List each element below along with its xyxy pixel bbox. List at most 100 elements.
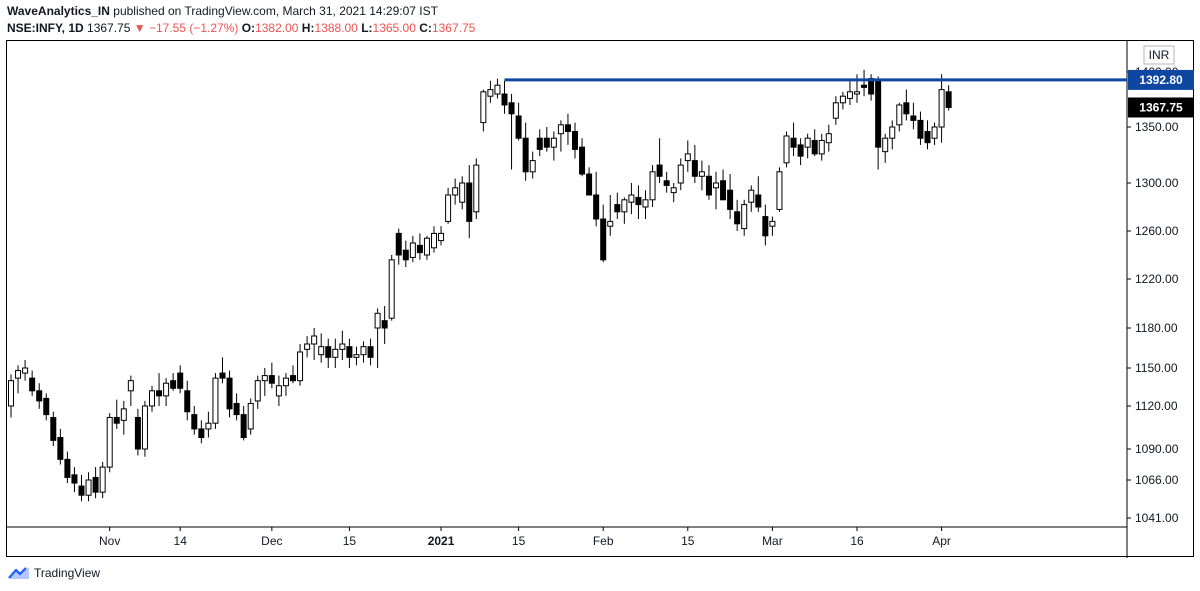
- candle-body: [226, 377, 233, 410]
- candle-body: [713, 182, 719, 189]
- low-value: 1365.00: [372, 21, 416, 35]
- open-value: 1382.00: [255, 21, 299, 35]
- candle-body: [141, 405, 148, 450]
- candle-body: [910, 115, 917, 121]
- x-tick-label: 15: [343, 534, 357, 548]
- candle-body: [268, 375, 275, 384]
- candle-body: [649, 171, 656, 201]
- candle-body: [896, 104, 903, 126]
- candle-body: [282, 377, 289, 387]
- candle-body: [557, 124, 564, 135]
- candle-body: [487, 89, 494, 97]
- candle-body: [43, 397, 50, 416]
- candle-body: [564, 124, 571, 132]
- y-tick-label: 1150.00: [1135, 361, 1178, 375]
- candle-body: [134, 416, 141, 450]
- candle-body: [92, 476, 99, 493]
- candle-body: [466, 182, 473, 222]
- candle-body: [275, 385, 282, 397]
- candle-body: [339, 343, 346, 350]
- candle-body: [261, 375, 268, 382]
- resistance-price-tag: [1128, 69, 1194, 90]
- candle-body: [438, 232, 445, 242]
- candle-body: [416, 244, 423, 254]
- x-tick-label: 16: [850, 534, 864, 548]
- candle-body: [205, 422, 212, 430]
- candle-body: [247, 402, 254, 430]
- candle-body: [635, 196, 642, 206]
- candle-body: [698, 171, 705, 177]
- published-text: published on TradingView.com, March 31, …: [113, 4, 438, 18]
- y-tick-label: 1350.00: [1135, 120, 1179, 134]
- candle-body: [846, 91, 853, 99]
- candle-body: [797, 144, 804, 157]
- candle-body: [861, 84, 868, 88]
- candle-body: [360, 346, 367, 356]
- high-value: 1388.00: [314, 21, 358, 35]
- candle-body: [219, 372, 226, 379]
- candle-body: [536, 137, 543, 150]
- candle-body: [388, 259, 395, 319]
- candle-body: [332, 348, 339, 358]
- candle-body: [691, 160, 698, 177]
- candlestick-chart[interactable]: 1041.00 1066.00 1090.00 1120.00 1150.00 1180.…: [7, 41, 1195, 558]
- candle-body: [875, 80, 882, 148]
- candle-body: [945, 91, 952, 108]
- candle-body: [593, 194, 600, 220]
- close-label: C:: [419, 21, 432, 35]
- candle-body: [212, 377, 219, 424]
- footer-brand: TradingView: [8, 566, 100, 580]
- x-tick-label: 15: [512, 534, 526, 548]
- candle-body: [501, 93, 508, 106]
- y-tick-label: 1066.00: [1135, 473, 1179, 487]
- candle-body: [78, 485, 85, 496]
- candle-body: [402, 249, 409, 261]
- candle-body: [508, 102, 515, 115]
- x-tick-label: 14: [174, 534, 188, 548]
- candle-body: [600, 218, 607, 261]
- candle-body: [670, 187, 677, 194]
- x-tick-label: 2021: [428, 534, 455, 548]
- candle-body: [663, 180, 670, 186]
- candle-body: [727, 189, 734, 210]
- candle-body: [452, 187, 459, 196]
- candle-body: [409, 242, 416, 258]
- candle-body: [882, 137, 889, 153]
- candle-body: [741, 204, 748, 230]
- candle-body: [64, 458, 71, 478]
- candle-body: [621, 199, 628, 213]
- candle-body: [720, 180, 727, 201]
- candle-body: [769, 220, 776, 227]
- chart-frame[interactable]: 1041.00 1066.00 1090.00 1120.00 1150.00 1180.…: [6, 40, 1195, 558]
- candle-body: [804, 137, 811, 148]
- candle-body: [586, 173, 593, 196]
- y-tick-label: 1120.00: [1135, 399, 1178, 413]
- candle-body: [431, 232, 437, 249]
- candle-body: [423, 237, 430, 256]
- candle-body: [297, 351, 304, 382]
- candle-body: [191, 414, 198, 430]
- candle-body: [543, 137, 550, 148]
- candle-body: [790, 137, 797, 148]
- candle-body: [149, 390, 155, 407]
- candle-body: [459, 182, 466, 203]
- publisher-name: WaveAnalytics_IN: [7, 4, 110, 18]
- publish-line: WaveAnalytics_IN published on TradingVie…: [7, 4, 438, 18]
- candle-body: [854, 91, 860, 95]
- candle-body: [748, 189, 755, 203]
- candle-body: [240, 414, 247, 439]
- y-tick-label: 1090.00: [1135, 442, 1179, 456]
- candle-body: [177, 372, 184, 389]
- candle-body: [113, 416, 120, 424]
- footer-brand-text: TradingView: [34, 566, 101, 580]
- candle-body: [825, 133, 832, 144]
- candle-body: [318, 346, 325, 356]
- candle-body: [22, 367, 29, 374]
- candle-body: [628, 194, 635, 203]
- candle-body: [494, 84, 501, 95]
- candle-body: [572, 130, 578, 150]
- candle-body: [832, 102, 839, 119]
- x-tick-label: Mar: [762, 534, 783, 548]
- candle-body: [607, 220, 614, 227]
- candle-body: [734, 211, 741, 225]
